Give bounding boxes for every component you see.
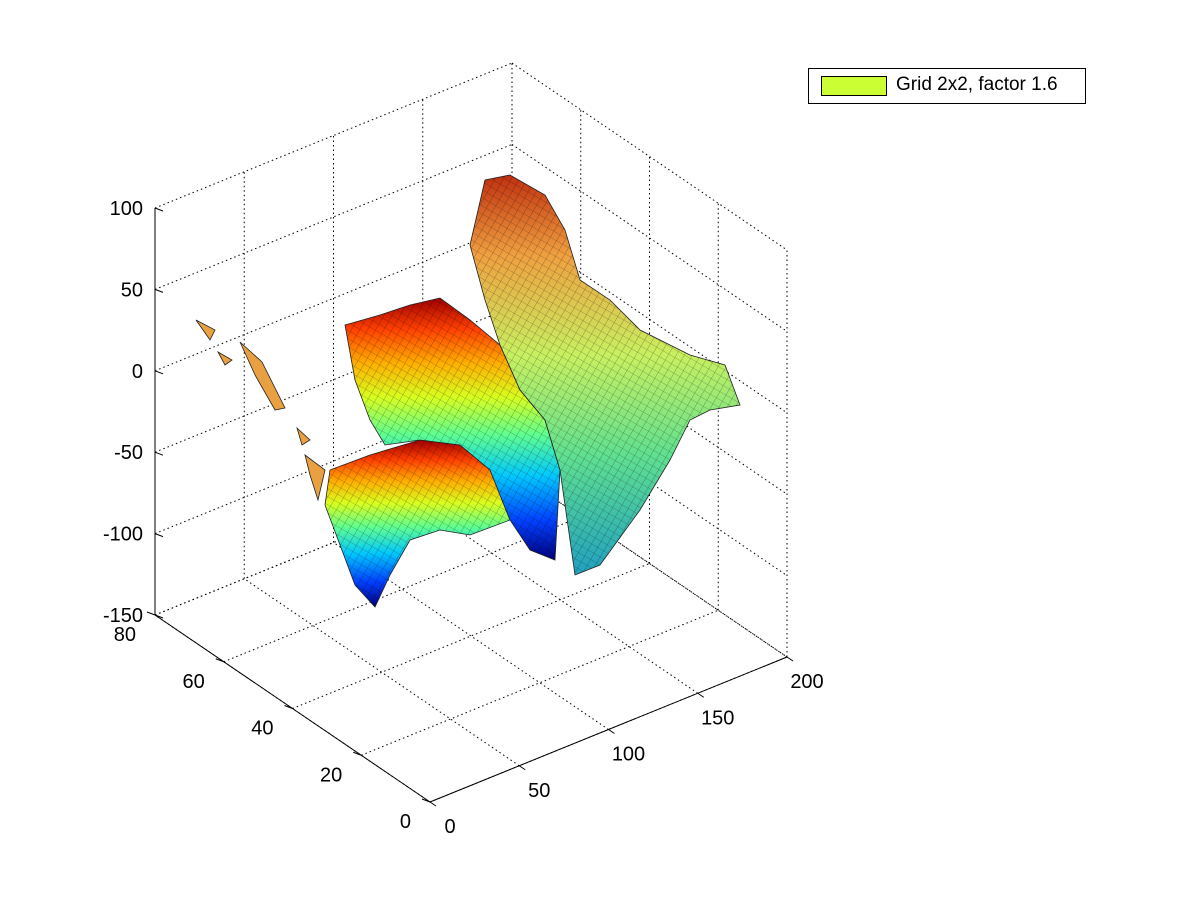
y-tick-label: 80 — [114, 624, 136, 646]
floor-grid-y — [223, 516, 581, 663]
z-tick-mark — [154, 370, 164, 375]
backwall-grid-z — [154, 469, 513, 616]
z-tick-mark — [154, 614, 164, 619]
floor-grid-y — [292, 563, 650, 709]
y-tick-label: 60 — [183, 671, 205, 693]
legend-label: Grid 2x2, factor 1.6 — [896, 74, 1058, 95]
sidewall-grid-z — [511, 62, 788, 251]
x-tick-mark — [608, 729, 615, 734]
floor-grid-y — [361, 609, 719, 756]
x-tick-label: 100 — [612, 744, 645, 766]
floor-grid-x — [243, 578, 520, 767]
y-tick-label: 40 — [251, 718, 273, 740]
x-tick-mark — [518, 765, 526, 771]
backwall-grid-z — [154, 306, 513, 453]
backwall-grid-z — [154, 225, 513, 372]
surface-mesh — [195, 174, 741, 608]
surface-right-peak-mesh — [470, 175, 740, 575]
floor-grid-x — [511, 469, 788, 658]
x-tick-label: 0 — [444, 816, 455, 838]
backwall-grid-z — [154, 388, 513, 535]
legend-box: Grid 2x2, factor 1.6 — [808, 68, 1086, 104]
y-tick-label: 0 — [400, 811, 411, 833]
backwall-grid-z — [154, 143, 513, 290]
x-tick-mark — [786, 656, 794, 662]
y-tick-label: 20 — [320, 764, 342, 786]
z-tick-label: -100 — [103, 524, 143, 546]
y-tick-mark — [284, 705, 293, 709]
floor-grid-x — [333, 542, 609, 730]
backwall-grid-z — [154, 62, 513, 209]
x-tick-mark — [697, 692, 705, 698]
z-tick-mark — [154, 451, 164, 456]
y-tick-mark — [146, 611, 156, 616]
z-tick-label: 50 — [121, 279, 143, 301]
z-tick-mark — [154, 207, 164, 212]
surface-left-fragments — [195, 319, 326, 502]
z-tick-mark — [154, 288, 164, 293]
surface-left-basin-mesh — [325, 440, 510, 607]
tick-labels: 0 50 100 150 200 0 20 40 60 80 100 50 0 -50 -100 -150 — [103, 198, 824, 838]
legend-swatch — [821, 76, 887, 96]
z-tick-label: -150 — [103, 605, 143, 627]
sidewall-grid-z — [511, 143, 788, 332]
z-tick-label: -50 — [114, 442, 143, 464]
y-tick-mark — [215, 658, 224, 663]
y-tick-mark — [421, 798, 431, 803]
x-tick-label: 150 — [701, 707, 734, 729]
x-tick-mark — [429, 801, 437, 807]
y-tick-mark — [353, 751, 362, 756]
z-tick-mark — [154, 533, 164, 538]
axes-lines — [146, 207, 794, 807]
z-tick-label: 0 — [132, 361, 143, 383]
z-tick-label: 100 — [110, 198, 143, 220]
floor-grid-x — [422, 505, 699, 694]
x-tick-label: 50 — [528, 780, 550, 802]
surface-center-ridge-mesh — [345, 298, 560, 560]
x-tick-label: 200 — [790, 671, 823, 693]
